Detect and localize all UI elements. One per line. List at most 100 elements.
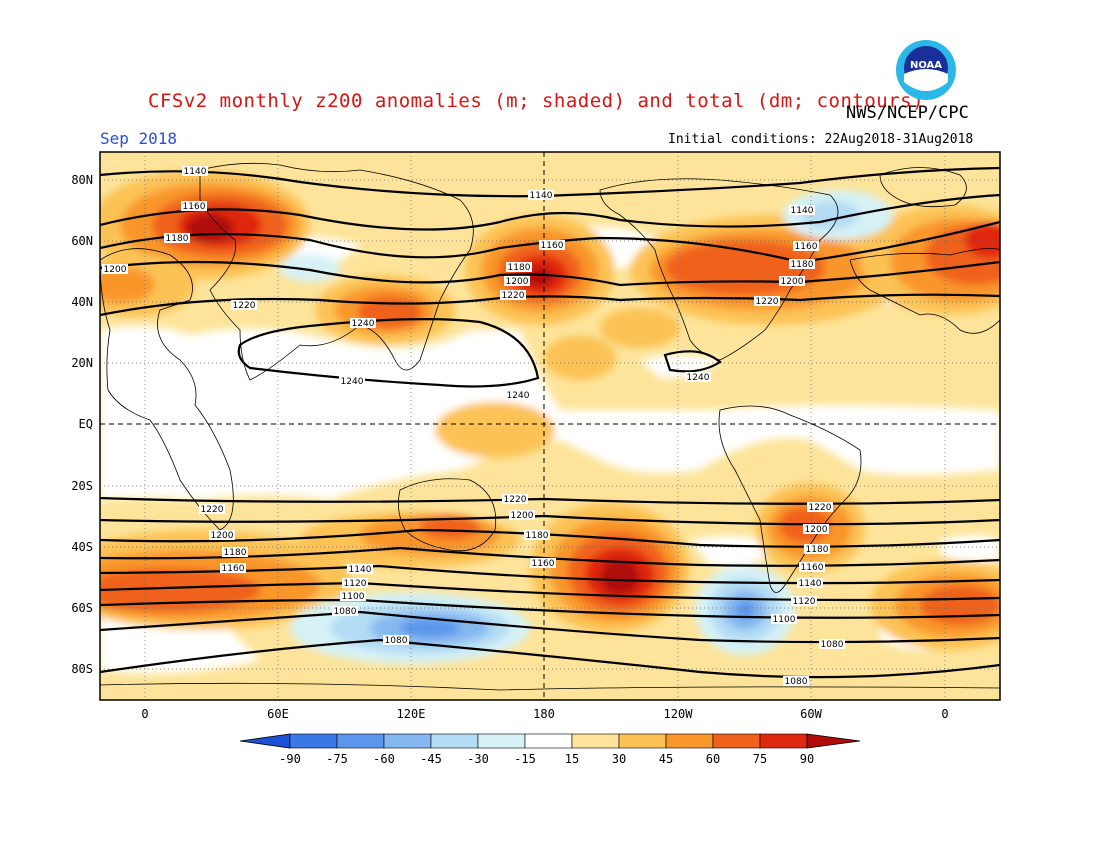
contour-label-s-1200-a: 1200 <box>209 530 235 541</box>
contour-1100-s <box>100 598 1000 619</box>
svg-text:1180: 1180 <box>224 548 247 558</box>
contour-label-s-1120-a: 1120 <box>342 578 368 589</box>
colorbar-label-minus-30: -30 <box>467 752 489 766</box>
contour-label-1180-c: 1180 <box>789 259 815 270</box>
colorbar <box>239 733 861 749</box>
svg-text:1220: 1220 <box>809 503 832 513</box>
svg-text:1220: 1220 <box>756 297 779 307</box>
svg-text:1080: 1080 <box>334 607 357 617</box>
svg-text:1120: 1120 <box>793 597 816 607</box>
colorbar-bin-3 <box>383 733 432 749</box>
svg-text:1120: 1120 <box>344 579 367 589</box>
colorbar-bin-1 <box>289 733 338 749</box>
colorbar-bin-8 <box>618 733 667 749</box>
initial-conditions-label: Initial conditions: 22Aug2018-31Aug2018 <box>668 132 974 147</box>
contour-1180-s <box>100 528 1000 548</box>
lat-label-60s: 60S <box>71 601 93 615</box>
contour-label-s-1180-c: 1180 <box>804 544 830 555</box>
colorbar-label-minus-15: -15 <box>514 752 536 766</box>
colorbar-label-45: 45 <box>658 752 674 766</box>
colorbar-arrow-left <box>239 733 291 749</box>
svg-text:1220: 1220 <box>502 291 525 301</box>
contour-label-s-1080-c: 1080 <box>383 635 409 646</box>
contour-label-s-1100-a: 1100 <box>340 591 366 602</box>
svg-text:1240: 1240 <box>341 377 364 387</box>
svg-text:1180: 1180 <box>806 545 829 555</box>
lon-label-60w: 60W <box>800 707 822 721</box>
contour-label-1160-b: 1160 <box>539 240 565 251</box>
svg-text:1200: 1200 <box>506 277 529 287</box>
lon-label-0: 0 <box>141 707 149 721</box>
europe-coast <box>849 247 1000 334</box>
lat-label-40n: 40N <box>71 295 93 309</box>
svg-text:1240: 1240 <box>687 373 710 383</box>
africa-europe-coast <box>100 248 234 531</box>
contour-label-s-1080-a: 1080 <box>332 606 358 617</box>
contour-1160-n <box>100 193 1000 231</box>
contour-label-s-1180-a: 1180 <box>222 547 248 558</box>
svg-text:1200: 1200 <box>511 511 534 521</box>
agency-label: NWS/NCEP/CPC <box>846 103 969 123</box>
contour-1080-s <box>100 610 1000 644</box>
colorbar-label-minus-45: -45 <box>420 752 442 766</box>
colorbar-label-minus-75: -75 <box>326 752 348 766</box>
colorbar-arrow-right <box>806 733 861 749</box>
svg-text:1160: 1160 <box>532 559 555 569</box>
svg-text:1140: 1140 <box>791 206 814 216</box>
contour-label-s-1180-b: 1180 <box>524 530 550 541</box>
colorbar-bin-6 <box>524 733 573 749</box>
contour-1060-s <box>100 638 1000 679</box>
contour-label-1160-c: 1160 <box>793 241 819 252</box>
contour-label-s-1160-b: 1160 <box>530 558 556 569</box>
svg-text:1180: 1180 <box>526 531 549 541</box>
contour-label-1220-c: 1220 <box>754 296 780 307</box>
colorbar-bin-7 <box>571 733 620 749</box>
contour-label-1220-b: 1220 <box>500 290 526 301</box>
contour-label-s-1140-b: 1140 <box>797 578 823 589</box>
contour-label-1180-b: 1180 <box>506 262 532 273</box>
noaa-logo-text: NOAA <box>910 60 942 71</box>
colorbar-label-minus-60: -60 <box>373 752 395 766</box>
lon-label-180: 180 <box>533 707 555 721</box>
australia-coast <box>397 478 497 552</box>
month-label: Sep 2018 <box>100 129 178 148</box>
svg-text:1200: 1200 <box>781 277 804 287</box>
svg-text:1220: 1220 <box>233 301 256 311</box>
svg-text:1160: 1160 <box>183 202 206 212</box>
contour-label-1200-c: 1200 <box>779 276 805 287</box>
colorbar-bin-9 <box>665 733 714 749</box>
contour-label-1140-c: 1140 <box>789 205 815 216</box>
contour-label-s-1120-b: 1120 <box>791 596 817 607</box>
lon-label-0-right: 0 <box>941 707 949 721</box>
contour-label-s-1080-d: 1080 <box>783 676 809 687</box>
svg-text:1160: 1160 <box>795 242 818 252</box>
colorbar-bin-5 <box>477 733 526 749</box>
contour-1240-n-americas <box>663 350 722 373</box>
colorbar-bin-11 <box>759 733 808 749</box>
contour-label-s-1200-c: 1200 <box>803 524 829 535</box>
contour-1200-s <box>100 514 1000 526</box>
contour-labels-north: 1140 1140 1140 1160 1160 1160 1180 1180 … <box>102 166 819 401</box>
contour-1120-s <box>100 581 1000 602</box>
svg-text:1140: 1140 <box>799 579 822 589</box>
lat-label-20s: 20S <box>71 479 93 493</box>
antarctica-coast <box>100 682 1000 691</box>
greenland-coast <box>879 167 967 208</box>
svg-text:1140: 1140 <box>349 565 372 575</box>
colorbar-label-30: 30 <box>611 752 627 766</box>
svg-text:1200: 1200 <box>805 525 828 535</box>
contour-1240-n <box>237 318 540 388</box>
lat-label-40s: 40S <box>71 540 93 554</box>
lon-label-60e: 60E <box>267 707 289 721</box>
graticule <box>100 152 1000 700</box>
contour-label-1240-b: 1240 <box>339 376 365 387</box>
svg-text:1240: 1240 <box>352 319 375 329</box>
contour-label-s-1160-a: 1160 <box>220 563 246 574</box>
contour-label-1240-a: 1240 <box>350 318 376 329</box>
svg-text:1100: 1100 <box>342 592 365 602</box>
lat-label-60n: 60N <box>71 234 93 248</box>
contour-label-s-1160-c: 1160 <box>799 562 825 573</box>
svg-text:1080: 1080 <box>785 677 808 687</box>
contour-label-1240-d: 1240 <box>685 372 711 383</box>
svg-text:1240: 1240 <box>507 391 530 401</box>
